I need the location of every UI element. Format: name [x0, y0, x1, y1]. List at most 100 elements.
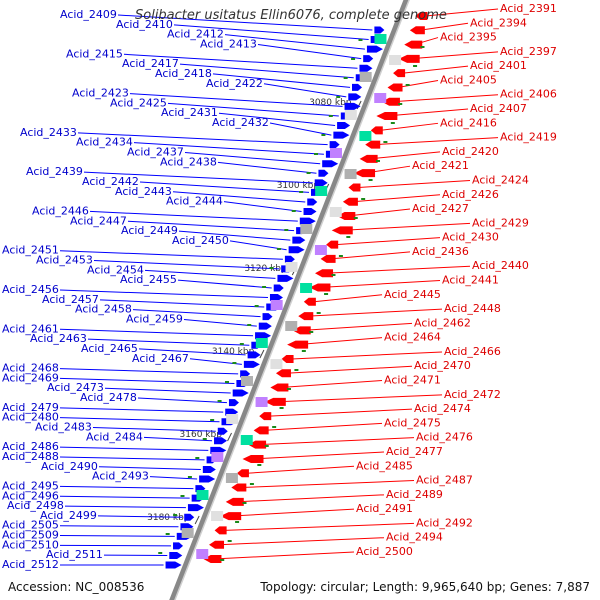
forward-gene-arrow	[225, 408, 239, 416]
feature-block	[359, 72, 372, 82]
gene-connector	[92, 427, 216, 432]
forward-gene-arrow	[329, 141, 340, 149]
feature-block	[211, 452, 224, 462]
rna-feature	[269, 267, 274, 269]
gene-label: Acid_2469	[2, 371, 59, 384]
gene-connector	[386, 108, 469, 117]
feature-block	[270, 300, 283, 310]
gene-label: Acid_2493	[92, 470, 149, 483]
gene-label: Acid_2420	[442, 145, 499, 158]
gene-label: Acid_2397	[500, 45, 557, 58]
gene-connector	[133, 142, 324, 155]
forward-gene-arrow	[247, 351, 261, 359]
gene-label: Acid_2409	[60, 8, 117, 21]
reverse-gene-arrow	[231, 483, 247, 492]
rna-feature	[284, 229, 289, 231]
gene-connector	[230, 508, 355, 517]
gene-connector	[172, 191, 306, 203]
rna-feature	[324, 293, 329, 295]
forward-gene-arrow	[303, 208, 317, 216]
gene-label: Acid_2423	[72, 87, 129, 100]
gene-label: Acid_2406	[500, 88, 557, 101]
gene-label: Acid_2419	[500, 131, 557, 144]
gene-connector	[380, 122, 439, 131]
gene-label: Acid_2488	[2, 450, 59, 463]
forward-gene-arrow	[262, 313, 273, 321]
gene-label: Acid_2490	[41, 460, 98, 473]
gene-label: Acid_2476	[416, 431, 473, 444]
gene-label: Acid_2468	[2, 362, 59, 375]
rna-feature	[247, 324, 252, 326]
forward-gene-arrow	[187, 504, 204, 512]
reverse-gene-arrow	[214, 526, 227, 535]
gene-connector	[129, 93, 343, 107]
gene-label: Acid_2459	[126, 312, 183, 325]
rna-feature	[291, 210, 296, 212]
rna-feature	[254, 305, 259, 307]
gene-connector	[246, 465, 355, 474]
gene-label: Acid_2441	[442, 274, 499, 287]
rna-feature	[210, 419, 215, 421]
forward-gene-arrow	[299, 217, 316, 225]
rna-feature	[336, 96, 341, 98]
feature-block	[374, 34, 387, 44]
gene-connector	[64, 505, 186, 509]
rna-feature	[262, 286, 267, 288]
rna-feature	[195, 457, 200, 459]
reverse-gene-arrow	[370, 126, 383, 135]
rna-feature	[224, 381, 229, 383]
reverse-gene-arrow	[253, 426, 269, 435]
gene-label: Acid_2510	[2, 538, 59, 551]
gene-connector	[224, 34, 365, 50]
reverse-gene-arrow	[331, 226, 353, 235]
rna-feature	[413, 65, 418, 67]
reverse-gene-arrow	[376, 112, 398, 121]
gene-label: Acid_2491	[356, 502, 413, 515]
gene-label: Acid_2391	[500, 2, 557, 15]
gene-connector	[285, 365, 413, 374]
reverse-gene-arrow	[415, 12, 428, 20]
gene-connector	[252, 451, 385, 460]
forward-gene-arrow	[240, 370, 251, 378]
gene-connector	[419, 22, 469, 31]
gene-label: Acid_2456	[2, 283, 59, 296]
gene-connector	[269, 408, 413, 417]
gene-connector	[139, 181, 310, 193]
gene-label: Acid_2440	[472, 259, 529, 272]
gene-label: Acid_2457	[42, 293, 99, 306]
gene-label: Acid_2430	[442, 231, 499, 244]
forward-gene-arrow	[202, 465, 216, 473]
rna-feature	[257, 464, 262, 466]
reverse-gene-arrow	[387, 83, 403, 92]
gene-connector	[358, 179, 471, 188]
gene-label: Acid_2448	[444, 302, 501, 315]
reverse-gene-arrow	[326, 240, 339, 249]
forward-gene-arrow	[277, 274, 294, 282]
reverse-gene-arrow	[236, 469, 249, 478]
feature-block	[196, 490, 209, 500]
reverse-gene-arrow	[404, 40, 423, 49]
gene-connector	[213, 551, 355, 560]
gene-label: Acid_2442	[82, 175, 139, 188]
feature-block	[226, 414, 239, 424]
gene-label: Acid_2439	[26, 165, 83, 178]
gene-connector	[179, 63, 354, 79]
forward-gene-arrow	[284, 255, 295, 263]
rna-feature	[294, 369, 299, 371]
gene-connector	[173, 24, 369, 41]
rna-feature	[390, 122, 395, 124]
gene-label: Acid_2418	[155, 67, 212, 80]
reverse-gene-arrow	[281, 354, 294, 363]
rna-feature	[180, 495, 185, 497]
rna-feature	[217, 400, 222, 402]
gene-label: Acid_2470	[414, 359, 471, 372]
gene-label: Acid_2463	[30, 332, 87, 345]
gene-connector	[257, 43, 362, 60]
gene-connector	[403, 65, 469, 74]
rna-feature	[405, 84, 410, 86]
gene-connector	[408, 51, 499, 60]
gene-label: Acid_2454	[87, 263, 144, 276]
reverse-gene-arrow	[298, 312, 314, 321]
gene-connector	[258, 437, 415, 446]
reverse-gene-arrow	[393, 69, 406, 78]
